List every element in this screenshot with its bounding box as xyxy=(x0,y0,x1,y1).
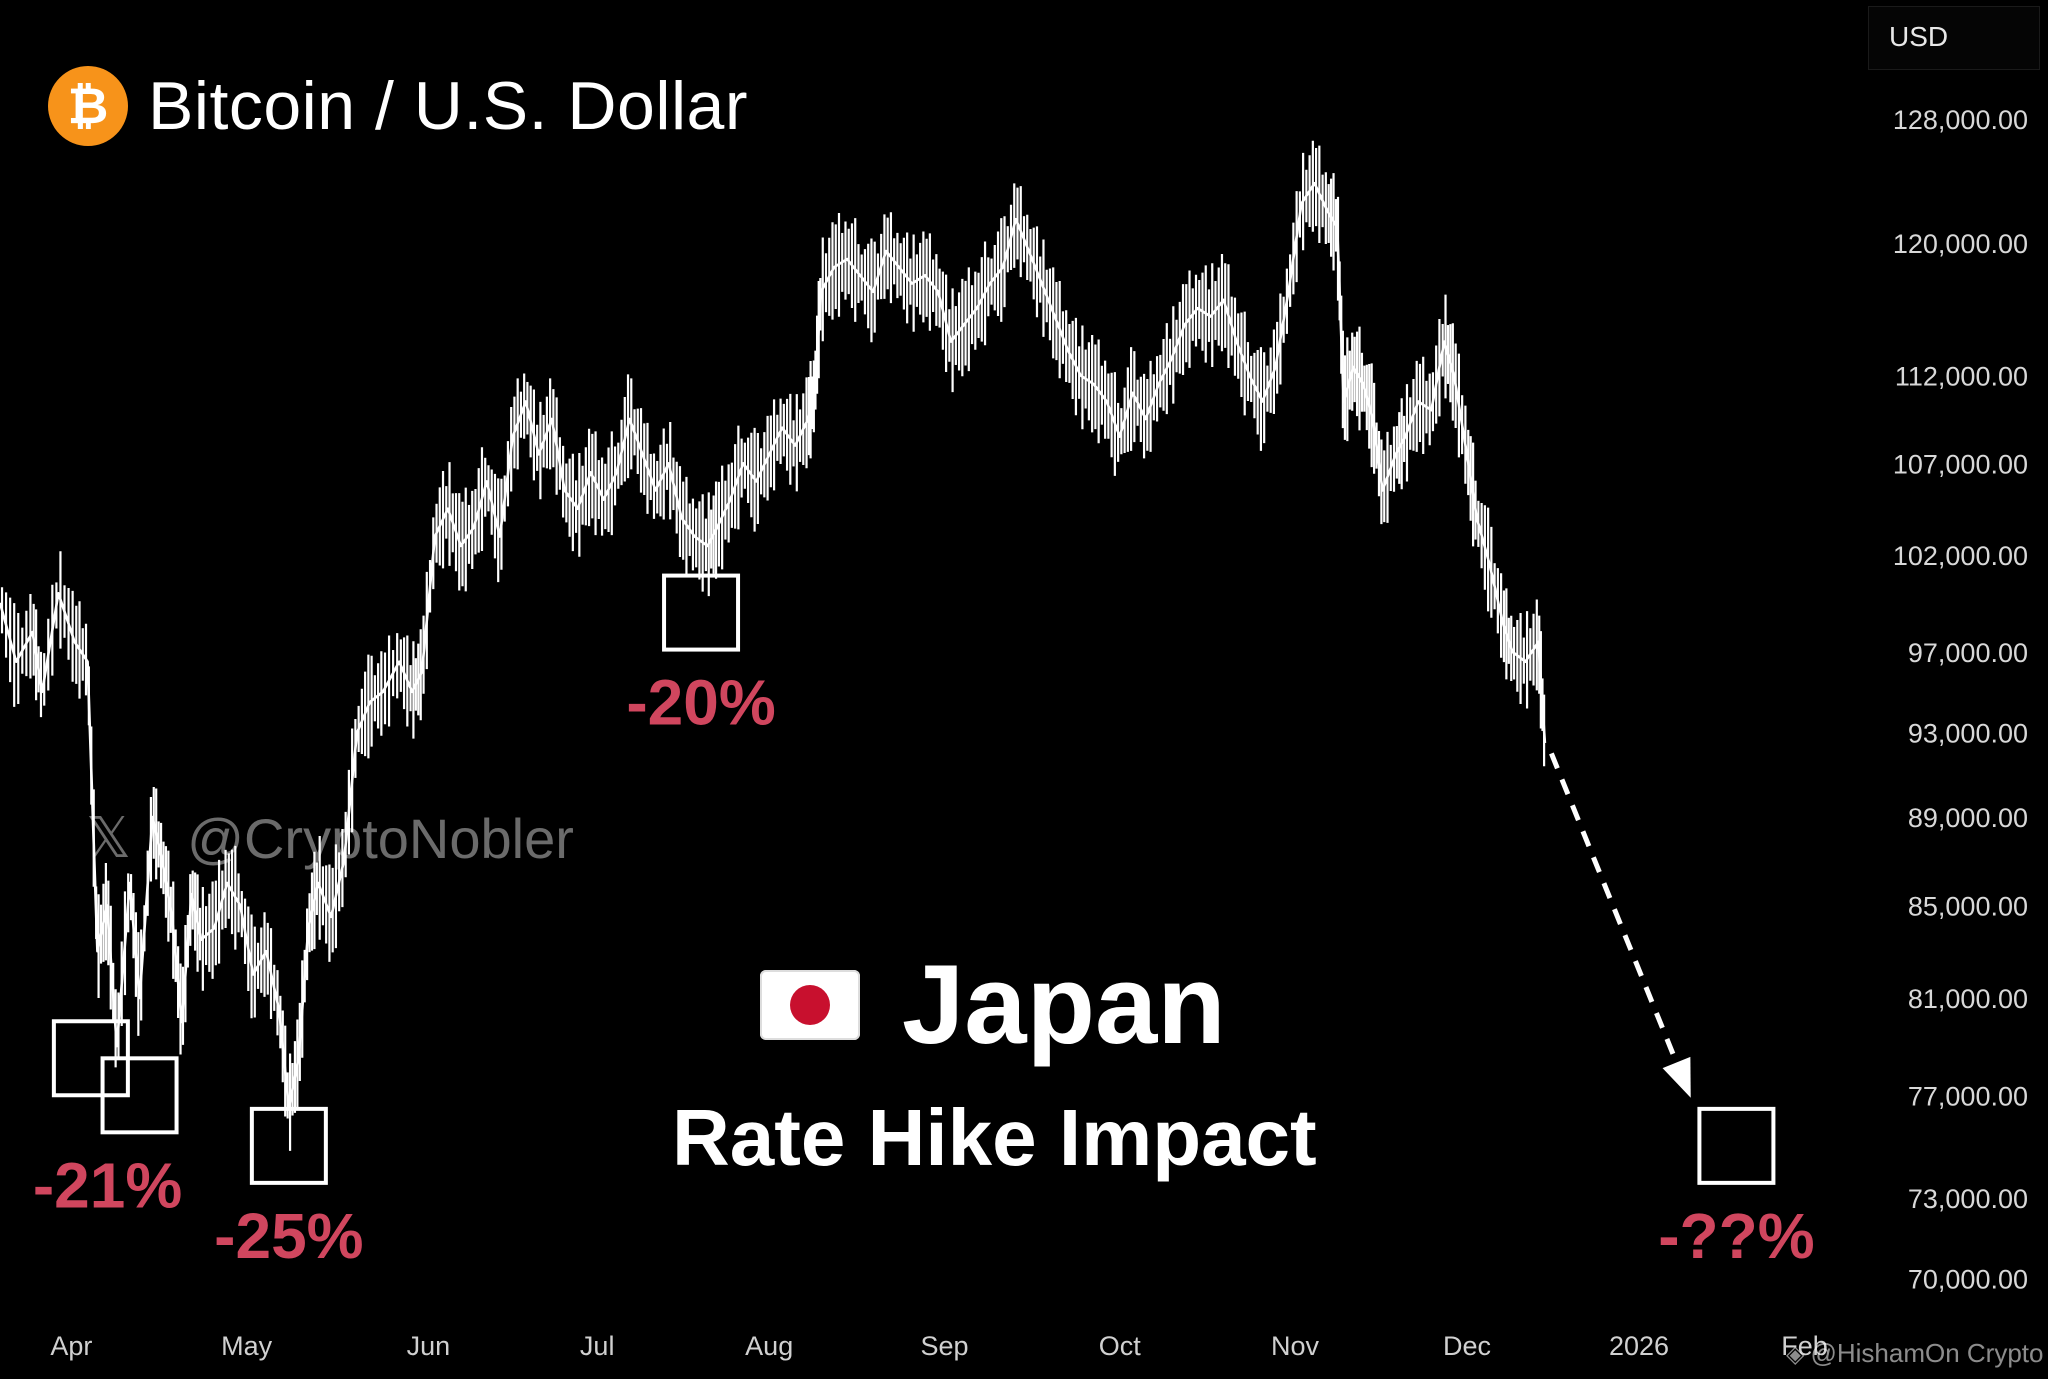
x-tick-label: Jun xyxy=(407,1331,451,1361)
drawdown-label: -21% xyxy=(33,1149,182,1221)
y-tick-label: 89,000.00 xyxy=(1908,803,2028,833)
annotations: -21% -25% -20% -??% xyxy=(33,573,1815,1272)
annotation-box xyxy=(100,1056,179,1135)
x-tick-label: Dec xyxy=(1443,1331,1491,1361)
projection-arrow-line xyxy=(1549,752,1691,1092)
annotation-box xyxy=(1697,1106,1776,1185)
y-tick-label: 107,000.00 xyxy=(1893,449,2028,479)
x-tick-label: Aug xyxy=(745,1331,793,1361)
drawdown-label: -??% xyxy=(1658,1200,1814,1272)
y-tick-label: 77,000.00 xyxy=(1908,1081,2028,1111)
headline: Japan xyxy=(760,940,1226,1069)
currency-label: USD xyxy=(1889,21,1949,52)
x-tick-label: Apr xyxy=(50,1331,92,1361)
y-tick-label: 81,000.00 xyxy=(1908,984,2028,1014)
x-tick-label: Jul xyxy=(580,1331,615,1361)
y-tick-label: 73,000.00 xyxy=(1908,1184,2028,1214)
headline-title: Japan xyxy=(902,942,1226,1067)
y-tick-label: 102,000.00 xyxy=(1893,541,2028,571)
japan-flag-icon xyxy=(760,969,860,1040)
x-tick-label: Sep xyxy=(920,1331,968,1361)
y-tick-label: 97,000.00 xyxy=(1908,638,2028,668)
x-logo-icon: 𝕏 xyxy=(86,806,132,871)
annotation-box xyxy=(662,573,741,652)
watermark: 𝕏 @CryptoNobler xyxy=(86,806,574,871)
drawdown-label: -25% xyxy=(214,1200,363,1272)
y-axis: 128,000.00 120,000.00 112,000.00 107,000.00… xyxy=(1893,105,2028,1294)
symbol-title: Bitcoin / U.S. Dollar xyxy=(148,68,749,144)
x-tick-label: 2026 xyxy=(1609,1331,1669,1361)
y-tick-label: 120,000.00 xyxy=(1893,229,2028,259)
projection-arrow-head xyxy=(1662,1056,1691,1098)
chart-title: ₿ Bitcoin / U.S. Dollar xyxy=(48,66,748,146)
binance-icon: ◈ xyxy=(1786,1339,1805,1368)
x-tick-label: May xyxy=(221,1331,273,1361)
y-tick-label: 128,000.00 xyxy=(1893,105,2028,135)
price-wicks xyxy=(0,140,1546,1151)
projection-arrow xyxy=(1549,752,1691,1098)
y-tick-label: 112,000.00 xyxy=(1895,362,2028,392)
y-tick-label: 85,000.00 xyxy=(1908,891,2028,921)
annotation-box xyxy=(249,1106,328,1185)
x-axis: Apr May Jun Jul Aug Sep Oct Nov Dec 2026 Feb xyxy=(50,1331,1827,1361)
x-tick-label: Feb xyxy=(1781,1331,1828,1361)
credit: ◈ @HishamOn Crypto xyxy=(1786,1338,2043,1369)
watermark-text: @CryptoNobler xyxy=(187,807,574,870)
x-tick-label: Nov xyxy=(1271,1331,1320,1361)
x-tick-label: Oct xyxy=(1099,1331,1142,1361)
y-tick-label: 70,000.00 xyxy=(1908,1264,2028,1294)
y-tick-label: 93,000.00 xyxy=(1908,719,2028,749)
currency-selector[interactable]: USD xyxy=(1868,6,2040,70)
price-line xyxy=(0,181,1547,1110)
drawdown-label: -20% xyxy=(626,667,775,739)
headline-subtitle: Rate Hike Impact xyxy=(672,1093,1317,1182)
bitcoin-icon: ₿ xyxy=(48,66,128,146)
credit-text: @HishamOn Crypto xyxy=(1810,1338,2044,1368)
